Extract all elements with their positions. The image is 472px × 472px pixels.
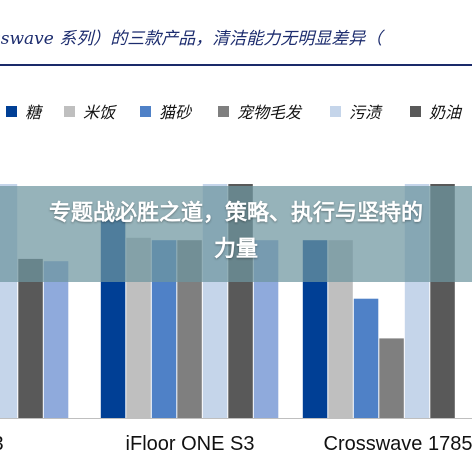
legend-swatch [140, 105, 151, 117]
legend-item: 宠物毛发 [218, 98, 301, 124]
legend-item: 米饭 [64, 98, 115, 124]
chart-title: sswave 系列）的三款产品，清洁能力无明显差异（ [0, 29, 383, 49]
legend-swatch [6, 105, 17, 117]
legend-label: 米饭 [83, 103, 116, 122]
legend-label: 污渍 [349, 103, 382, 122]
category-label: 3 [0, 430, 4, 458]
legend-item: 糖 [6, 98, 41, 124]
legend-item: 奶油 [410, 98, 461, 124]
legend-swatch [330, 105, 341, 117]
category-label: iFloor ONE S3 [125, 433, 255, 455]
legend-label: 糖 [25, 103, 42, 122]
bar [18, 258, 43, 418]
bar [43, 261, 69, 418]
legend-item: 猫砂 [140, 98, 191, 124]
legend-label: 奶油 [429, 103, 462, 122]
headline-text: 专题战必胜之道，策略、执行与坚持的力量 [48, 201, 423, 262]
legend: 糖 米饭 猫砂 宠物毛发 污渍 奶油 [0, 98, 472, 124]
bar [379, 338, 404, 418]
title-band: sswave 系列）的三款产品，清洁能力无明显差异（ [0, 0, 472, 66]
legend-swatch [410, 105, 421, 117]
bar [353, 298, 379, 418]
category-label: Crosswave 1785 [323, 433, 472, 455]
legend-swatch [218, 105, 229, 117]
legend-item: 污渍 [330, 98, 381, 124]
legend-swatch [64, 105, 75, 117]
headline-banner [0, 186, 472, 282]
legend-label: 猫砂 [159, 103, 192, 122]
legend-label: 宠物毛发 [237, 103, 302, 122]
